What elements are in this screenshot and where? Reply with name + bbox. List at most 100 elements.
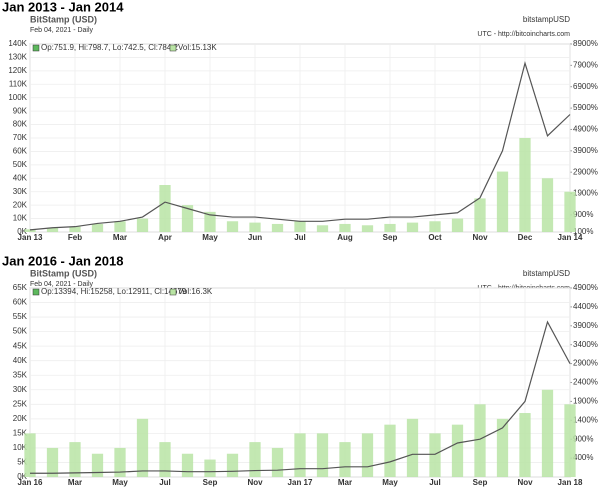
date-note: Feb 04, 2021 - Daily (30, 27, 94, 34)
volume-bar (564, 191, 576, 232)
volume-bar (24, 433, 36, 477)
y2-tick-label: 2900% (573, 359, 598, 368)
symbol: bitstampUSD (523, 15, 570, 24)
y-tick-label: 90K (13, 106, 28, 115)
y2-tick-label: 5900% (573, 103, 598, 112)
y2-tick-label: 1900% (573, 397, 598, 406)
legend-icon (169, 288, 177, 296)
x-tick-label: Jan 16 (18, 478, 43, 487)
volume-bar (46, 227, 59, 232)
y-tick-label: 10K (13, 443, 28, 452)
x-tick-label: Mar (113, 233, 127, 242)
y-tick-label: 70K (13, 133, 28, 142)
x-tick-label: Nov (517, 478, 533, 487)
subtitle: BitStamp (USD) (30, 14, 97, 24)
x-tick-label: Sep (383, 233, 398, 242)
y-tick-label: 130K (8, 53, 27, 62)
volume-bar (519, 138, 531, 232)
chart-title: Jan 2013 - Jan 2014 (2, 0, 124, 14)
volume-bar (114, 221, 126, 232)
y-tick-label: 30K (13, 385, 28, 394)
y-tick-label: 60K (13, 298, 28, 307)
y-tick-label: 120K (8, 66, 27, 75)
volume-bar (541, 389, 554, 477)
y2-tick-label: 1400% (573, 415, 598, 424)
x-tick-label: Oct (428, 233, 442, 242)
volume-bar (339, 223, 351, 232)
y-tick-label: 10K (13, 214, 28, 223)
volume-bar (159, 442, 171, 477)
volume-bar (204, 211, 216, 232)
y2-tick-label: 4900% (573, 125, 598, 134)
x-tick-label: Nov (472, 233, 488, 242)
y-tick-label: 50K (13, 327, 28, 336)
volume-bar (429, 433, 441, 477)
y2-tick-label: 2400% (573, 378, 598, 387)
volume-bar (496, 418, 509, 477)
source: UTC - http://bitcoincharts.com (477, 31, 570, 38)
y2-tick-label: 3900% (573, 146, 598, 155)
volume-bar (361, 433, 374, 477)
volume-bar (46, 447, 59, 477)
x-tick-label: Apr (158, 233, 172, 242)
volume-bar (451, 424, 464, 477)
legend-text: Vol:15.13K (178, 43, 217, 52)
x-tick-label: Jul (294, 233, 306, 242)
symbol: bitstampUSD (523, 269, 570, 278)
y2-tick-label: 8900% (573, 39, 598, 48)
y-tick-label: 40K (13, 173, 28, 182)
x-tick-label: Jan 18 (558, 478, 583, 487)
x-tick-label: Jun (248, 233, 262, 242)
legend-text: Op:13394, Hi:15258, Lo:12911, Cl:14679 (41, 287, 187, 296)
legend-icon (32, 288, 40, 296)
volume-bar (91, 453, 104, 477)
legend-icon (169, 44, 177, 52)
y2-tick-label: 400% (573, 453, 593, 462)
x-tick-label: Aug (337, 233, 353, 242)
volume-bar (406, 418, 419, 477)
volume-bar (519, 413, 531, 477)
y2-tick-label: 6900% (573, 82, 598, 91)
x-tick-label: Jan 14 (558, 233, 583, 242)
price-line (29, 61, 571, 231)
y2-tick-label: 900% (573, 434, 593, 443)
y2-tick-label: 1900% (573, 189, 598, 198)
volume-bar (564, 404, 576, 477)
volume-bar (114, 447, 126, 477)
x-tick-label: Mar (68, 478, 82, 487)
y-tick-label: 50K (13, 160, 28, 169)
volume-bar (204, 459, 216, 477)
y-tick-label: 140K (8, 39, 27, 48)
subtitle: BitStamp (USD) (30, 268, 97, 278)
y-tick-label: 30K (13, 187, 28, 196)
legend-icon (32, 44, 40, 52)
y-tick-label: 0K (17, 227, 27, 236)
y-tick-label: 20K (13, 200, 28, 209)
y2-tick-label: 4900% (573, 283, 598, 292)
x-tick-label: Jan 17 (288, 478, 313, 487)
legend-text: Vol:16.3K (178, 287, 213, 296)
y-tick-label: 5K (17, 458, 27, 467)
volume-bar (136, 418, 149, 477)
volume-bar (226, 453, 239, 477)
y2-tick-label: 3900% (573, 321, 598, 330)
y-tick-label: 80K (13, 120, 28, 129)
y-tick-label: 110K (9, 79, 28, 88)
x-tick-label: Jan 13 (18, 233, 43, 242)
y-tick-label: 55K (13, 312, 28, 321)
volume-bar (429, 221, 441, 232)
volume-bar (249, 442, 261, 477)
x-tick-label: May (382, 478, 398, 487)
volume-bar (181, 453, 194, 477)
volume-bar (69, 226, 81, 232)
x-tick-label: May (202, 233, 218, 242)
x-tick-label: Sep (203, 478, 218, 487)
y-tick-label: 0K (17, 472, 27, 481)
price-line (30, 320, 571, 474)
volume-bar (496, 171, 509, 232)
x-tick-label: Jul (429, 478, 441, 487)
volume-bar (451, 218, 464, 232)
x-tick-label: Nov (247, 478, 263, 487)
x-tick-label: Jul (159, 478, 171, 487)
volume-bar (91, 223, 104, 232)
